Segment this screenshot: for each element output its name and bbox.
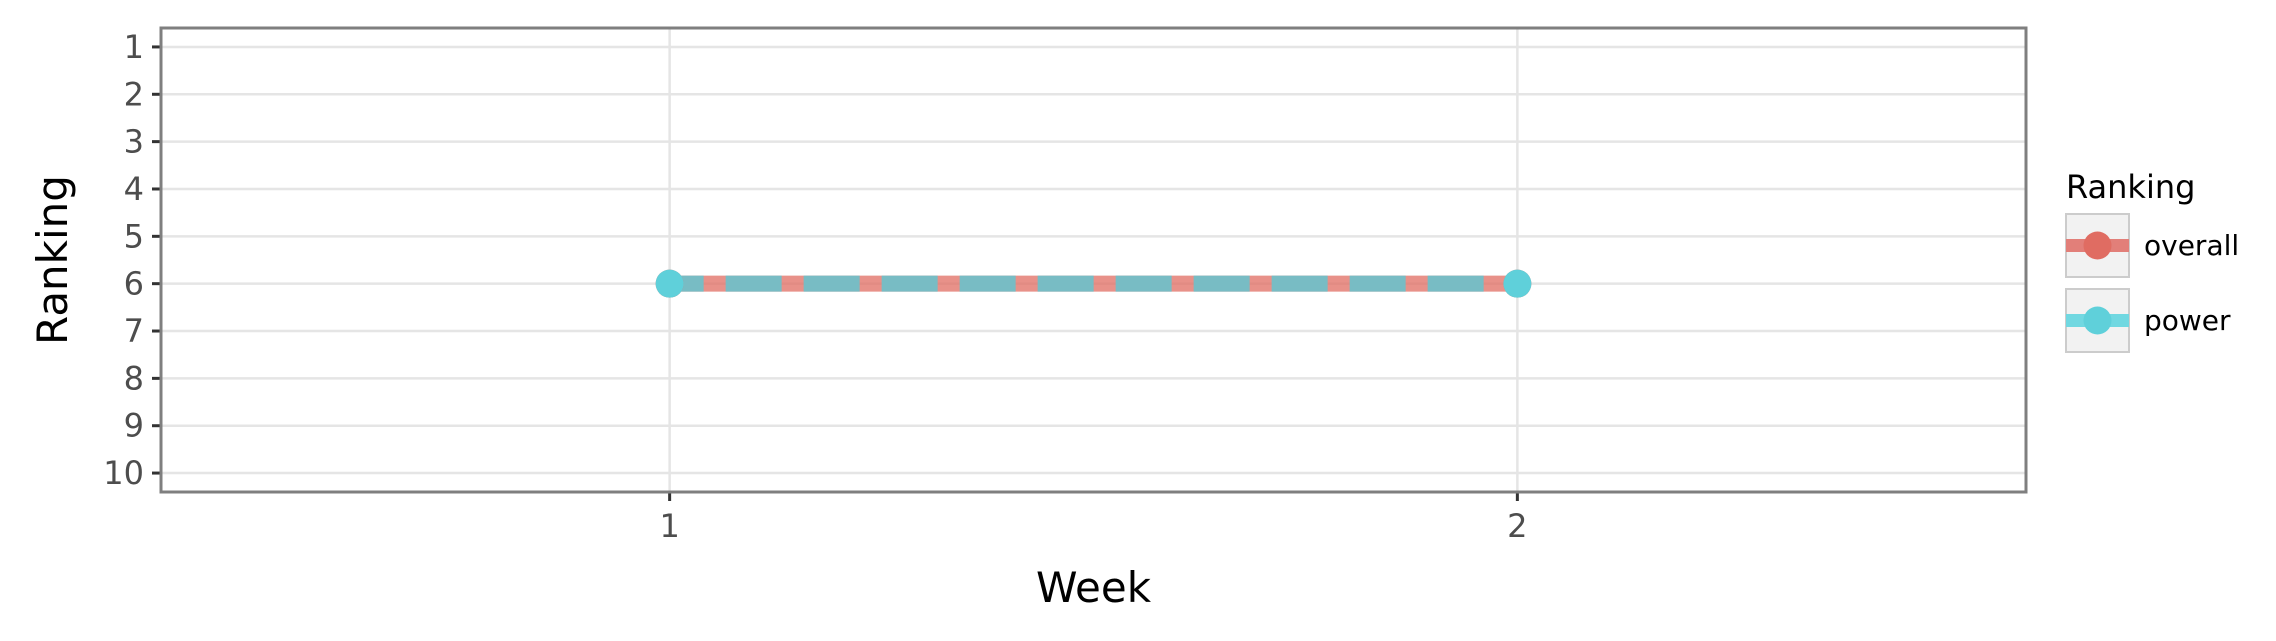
x-tick-label-2: 2: [1507, 507, 1527, 545]
legend-label-overall: overall: [2144, 229, 2239, 262]
plot-background: [161, 28, 2026, 492]
legend-point-overall: [2083, 231, 2112, 260]
y-tick-label-9: 9: [124, 407, 144, 445]
legend-label-power: power: [2144, 304, 2231, 337]
x-axis-title: Week: [1036, 563, 1152, 612]
legend-title: Ranking: [2066, 168, 2195, 206]
y-tick-label-10: 10: [103, 454, 144, 492]
y-tick-label-2: 2: [124, 75, 144, 113]
series-point-power-1: [655, 269, 684, 298]
legend-point-power: [2083, 306, 2112, 335]
plot-border: [159, 26, 2028, 494]
y-tick-label-6: 6: [124, 265, 144, 303]
y-tick-label-5: 5: [124, 217, 144, 255]
y-tick-label-7: 7: [124, 312, 144, 350]
y-tick-label-1: 1: [124, 28, 144, 66]
x-tick-label-1: 1: [659, 507, 679, 545]
y-axis-title: Ranking: [28, 175, 77, 345]
y-tick-label-8: 8: [124, 359, 144, 397]
y-tick-label-4: 4: [124, 170, 144, 208]
y-tick-label-3: 3: [124, 123, 144, 161]
series-point-power-2: [1503, 269, 1532, 298]
